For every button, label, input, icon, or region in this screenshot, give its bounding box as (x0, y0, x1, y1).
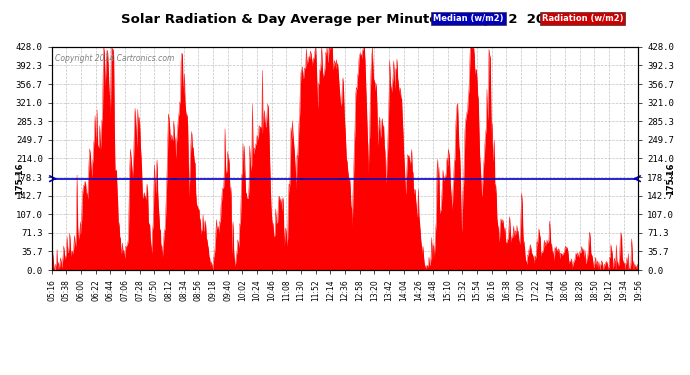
Text: Radiation (w/m2): Radiation (w/m2) (542, 14, 623, 23)
Text: 175.16: 175.16 (15, 162, 24, 195)
Text: 175.16: 175.16 (666, 162, 675, 195)
Text: Copyright 2014 Cartronics.com: Copyright 2014 Cartronics.com (55, 54, 174, 63)
Text: Solar Radiation & Day Average per Minute  Wed Jul 2  20:17: Solar Radiation & Day Average per Minute… (121, 13, 569, 26)
Text: Median (w/m2): Median (w/m2) (433, 14, 504, 23)
